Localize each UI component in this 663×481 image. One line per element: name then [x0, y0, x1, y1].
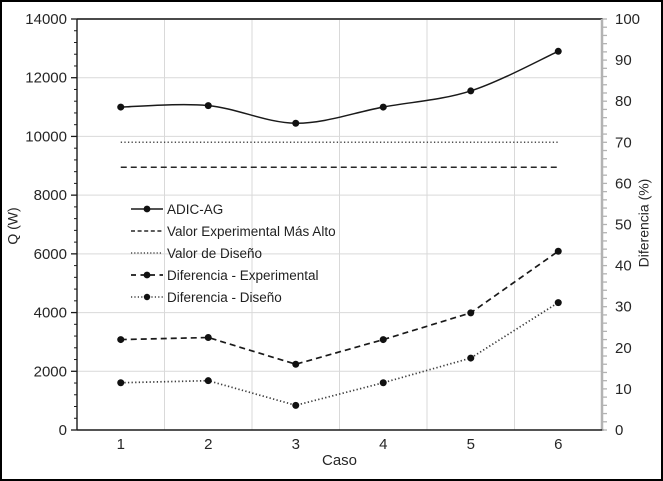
data-point-diferencia-dise-o	[467, 354, 475, 362]
left-axis-tick-label: 8000	[34, 187, 67, 204]
legend-sample-dotted-icon	[131, 252, 163, 254]
series-line-diferencia-dise-o	[120, 301, 559, 407]
right-axis-tick-label: 80	[615, 93, 632, 110]
left-axis-tick-label: 6000	[34, 246, 67, 263]
legend-sample-dash-marker-icon	[131, 271, 163, 279]
right-axis-tick-label: 0	[615, 422, 623, 439]
left-axis-title: Q (W)	[4, 207, 21, 245]
right-axis-tick-label: 90	[615, 52, 632, 69]
data-point-diferencia-dise-o	[117, 379, 125, 387]
x-axis-tick-label: 6	[554, 436, 562, 453]
legend-label: Diferencia - Experimental	[167, 267, 319, 283]
series-line-adic-ag	[120, 50, 559, 124]
series-line-diferencia-experimental	[120, 250, 559, 366]
right-axis-tick-label: 70	[615, 134, 632, 151]
legend-label: Diferencia - Diseño	[167, 289, 282, 305]
data-point-diferencia-experimental	[117, 336, 125, 344]
left-axis-tick-label: 2000	[34, 363, 67, 380]
data-point-diferencia-dise-o	[379, 379, 387, 387]
legend-sample-dashed-icon	[131, 230, 163, 232]
data-point-diferencia-dise-o	[554, 299, 562, 307]
data-point-diferencia-dise-o	[204, 377, 212, 385]
left-axis-tick-label: 10000	[25, 128, 67, 145]
data-point-adic-ag	[379, 103, 387, 111]
left-axis-tick-label: 4000	[34, 305, 67, 322]
x-axis-tick-label: 1	[117, 436, 125, 453]
right-axis-title: Diferencia (%)	[635, 178, 652, 268]
legend-item-diferencia-diseno: Diferencia - Diseño	[130, 286, 336, 308]
right-axis-tick-label: 20	[615, 340, 632, 357]
legend-item-diferencia-experimental: Diferencia - Experimental	[130, 264, 336, 286]
x-axis-tick-label: 3	[292, 436, 300, 453]
x-axis-tick-label: 5	[467, 436, 475, 453]
legend-sample-solid-marker-icon	[131, 205, 163, 213]
left-axis-tick-label: 14000	[25, 11, 67, 28]
legend-item-valor-diseno: Valor de Diseño	[130, 242, 336, 264]
left-axis-tick-label: 0	[59, 422, 67, 439]
legend-item-valor-experimental: Valor Experimental Más Alto	[130, 220, 336, 242]
data-point-adic-ag	[554, 47, 562, 55]
right-axis-tick-label: 40	[615, 258, 632, 275]
data-point-diferencia-experimental	[204, 334, 212, 342]
right-axis-tick-label: 100	[615, 11, 640, 28]
legend-label: ADIC-AG	[167, 201, 224, 217]
data-point-diferencia-experimental	[379, 336, 387, 344]
right-axis-tick-label: 10	[615, 381, 632, 398]
data-point-diferencia-experimental	[292, 360, 300, 368]
legend-item-adic-ag: ADIC-AG	[130, 198, 336, 220]
data-point-diferencia-experimental	[467, 309, 475, 317]
legend-sample-dot-marker-icon	[131, 293, 163, 301]
data-point-adic-ag	[204, 102, 212, 110]
x-axis-tick-label: 4	[379, 436, 387, 453]
x-axis-tick-label: 2	[204, 436, 212, 453]
right-axis-tick-label: 50	[615, 217, 632, 234]
left-axis-tick-label: 12000	[25, 70, 67, 87]
legend-label: Valor de Diseño	[167, 245, 263, 261]
chart-legend: ADIC-AG Valor Experimental Más Alto Valo…	[130, 198, 336, 308]
data-point-adic-ag	[117, 103, 125, 111]
x-axis-title: Caso	[321, 452, 358, 469]
right-axis-tick-label: 30	[615, 299, 632, 316]
data-point-adic-ag	[292, 119, 300, 127]
data-point-diferencia-experimental	[554, 247, 562, 255]
right-axis-tick-label: 60	[615, 175, 632, 192]
data-point-diferencia-dise-o	[292, 401, 300, 409]
data-point-adic-ag	[467, 87, 475, 95]
legend-label: Valor Experimental Más Alto	[167, 223, 336, 239]
